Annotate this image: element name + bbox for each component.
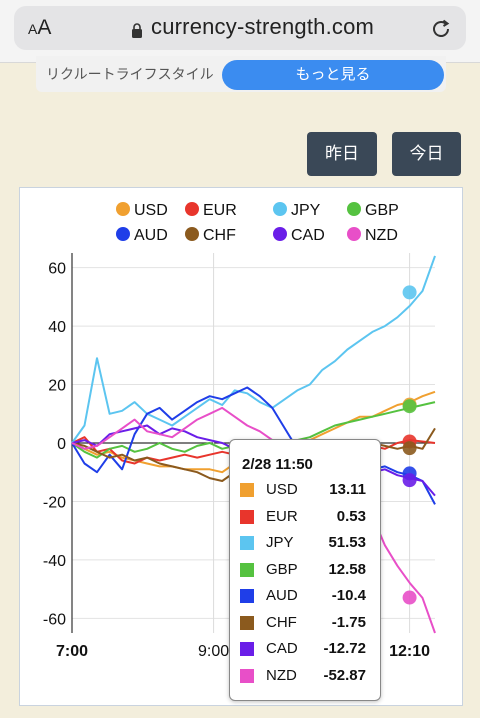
y-tick-label: -40: [43, 553, 66, 570]
hover-point-chf: [402, 441, 417, 456]
legend-label-jpy: JPY: [291, 202, 321, 219]
legend-label-chf: CHF: [203, 227, 236, 244]
x-tick-label: 9:00: [198, 643, 229, 660]
tooltip-row-eur: EUR 0.53: [240, 507, 378, 529]
tooltip-value: 12.58: [328, 560, 366, 578]
tooltip-swatch: [240, 615, 254, 630]
tooltip-swatch: [240, 642, 254, 656]
tooltip-currency: NZD: [266, 666, 297, 684]
tooltip-row-cad: CAD -12.72: [240, 639, 378, 661]
tooltip-swatch: [240, 536, 254, 550]
x-tick-label: 7:00: [56, 643, 88, 660]
legend-marker-aud: [116, 227, 130, 241]
tooltip-row-gbp: GBP 12.58: [240, 560, 378, 582]
tooltip-currency: USD: [266, 481, 298, 498]
tooltip-currency: AUD: [266, 587, 298, 604]
tooltip-value: -1.75: [331, 613, 366, 631]
x-tick-label: 12:10: [389, 643, 430, 660]
legend-label-aud: AUD: [134, 227, 168, 244]
tooltip-value: -12.72: [323, 640, 366, 657]
hover-point-nzd: [402, 590, 417, 605]
see-more-button[interactable]: もっと見る: [222, 60, 444, 90]
legend-marker-nzd: [347, 227, 361, 241]
tooltip-value: 51.53: [328, 534, 366, 551]
legend-marker-cad: [273, 227, 287, 241]
tooltip-swatch: [240, 589, 254, 603]
y-tick-label: 60: [48, 261, 66, 278]
legend-label-gbp: GBP: [365, 202, 399, 219]
currency-strength-chart: USD EUR JPY GBP AUD CHF CAD NZD 60 40 20 0 -20 -40 -60…: [19, 187, 463, 706]
tooltip-currency: CAD: [266, 640, 298, 657]
legend-label-nzd: NZD: [365, 227, 398, 244]
hover-point-gbp: [402, 399, 417, 414]
hover-point-cad: [402, 473, 417, 488]
tooltip-row-usd: USD 13.11: [240, 480, 378, 502]
legend-marker-jpy: [273, 202, 287, 216]
tooltip-swatch: [240, 483, 254, 497]
series-line-jpy: [71, 255, 436, 444]
tooltip-value: -10.4: [331, 587, 366, 604]
tooltip-currency: JPY: [266, 534, 294, 551]
url-field[interactable]: AA currency-strength.com: [14, 6, 466, 50]
legend-label-eur: EUR: [203, 202, 237, 219]
tooltip-currency: EUR: [266, 507, 298, 525]
legend-marker-eur: [185, 202, 199, 216]
tooltip-currency: GBP: [266, 560, 298, 578]
text-size-button[interactable]: AA: [28, 16, 52, 39]
ad-banner: リクルートライフスタイル もっと見る: [36, 56, 446, 92]
y-tick-label: -60: [43, 611, 66, 628]
y-tick-label: 40: [48, 319, 66, 336]
legend-label-cad: CAD: [291, 227, 325, 244]
y-tick-label: 0: [57, 436, 66, 453]
tooltip-row-jpy: JPY 51.53: [240, 533, 378, 555]
y-tick-label: 20: [48, 378, 66, 395]
ad-text: リクルートライフスタイル: [46, 66, 214, 82]
tooltip-value: 0.53: [336, 507, 366, 525]
tooltip-row-nzd: NZD -52.87: [240, 666, 378, 688]
tooltip-swatch: [240, 562, 254, 577]
today-button[interactable]: 今日: [392, 132, 461, 176]
legend-label-usd: USD: [134, 202, 168, 219]
url-text: currency-strength.com: [151, 14, 375, 39]
tooltip-swatch: [240, 668, 254, 683]
tooltip-swatch: [240, 509, 254, 524]
tooltip-title: 2/28 11:50: [242, 456, 313, 473]
legend-marker-gbp: [347, 202, 361, 216]
y-tick-label: -20: [43, 494, 66, 511]
tooltip-value: 13.11: [329, 481, 366, 498]
browser-address-bar: AA currency-strength.com: [0, 0, 480, 63]
reload-icon[interactable]: [428, 16, 454, 42]
tooltip-value: -52.87: [323, 666, 366, 684]
chart-tooltip: 2/28 11:50 USD 13.11 EUR 0.53 JPY 51.53 GBP 12.…: [229, 439, 381, 701]
hover-point-jpy: [402, 285, 417, 300]
legend-marker-chf: [185, 227, 199, 241]
chart-svg: USD EUR JPY GBP AUD CHF CAD NZD 60 40 20 0 -20 -40 -60…: [43, 202, 436, 660]
legend-marker-usd: [116, 202, 130, 216]
tooltip-row-chf: CHF -1.75: [240, 613, 378, 635]
lock-icon: [132, 23, 142, 38]
tooltip-row-aud: AUD -10.4: [240, 586, 378, 608]
yesterday-button[interactable]: 昨日: [307, 132, 377, 176]
tooltip-currency: CHF: [266, 613, 297, 631]
